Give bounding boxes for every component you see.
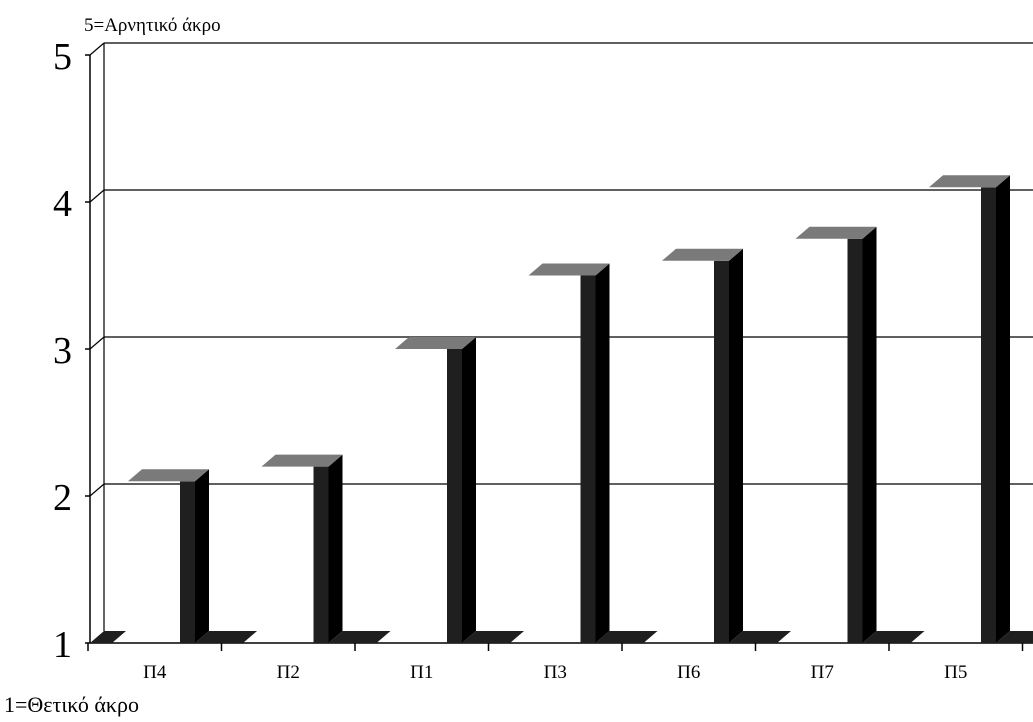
bar-side	[996, 175, 1010, 644]
bar-top	[528, 263, 610, 276]
origin-base	[90, 631, 126, 643]
bar-base	[195, 631, 257, 643]
bar-side	[462, 337, 476, 643]
bar-side	[862, 226, 877, 643]
top-note: 5=Αρνητικό άκρο	[84, 15, 221, 36]
x-tick-label: Π5	[944, 662, 967, 683]
bar	[847, 238, 863, 643]
x-tick-label: Π7	[811, 662, 834, 683]
bar	[981, 187, 996, 644]
y-tick-label: 2	[53, 477, 72, 519]
bar-base	[462, 631, 524, 643]
x-tick-label: Π3	[544, 662, 567, 683]
bar-top	[795, 226, 877, 239]
bar-base	[996, 631, 1033, 643]
bars	[90, 175, 1033, 644]
labels: 1 2 3 4 5 Π4 Π2 Π1 Π3 Π6 Π7 Π5	[53, 36, 967, 683]
bar-side	[195, 469, 209, 643]
gridline-side	[89, 336, 105, 350]
x-tick-label: Π2	[277, 662, 300, 683]
y-tick-label: 3	[53, 330, 72, 372]
bar-top	[662, 248, 743, 261]
y-tick-label: 4	[53, 183, 72, 225]
bar-side	[328, 454, 343, 643]
x-tick-label: Π4	[143, 662, 167, 683]
gridline-side	[89, 483, 105, 497]
y-tick-label: 1	[53, 624, 72, 666]
bar-top	[261, 454, 343, 467]
bar-base	[862, 631, 925, 643]
bar	[714, 260, 729, 643]
bar	[180, 481, 195, 643]
bar-top	[929, 175, 1010, 188]
bar-base	[328, 631, 391, 643]
bar	[313, 466, 329, 643]
bar-base	[729, 631, 791, 643]
x-tick-label: Π1	[410, 662, 433, 683]
axes	[85, 43, 1033, 651]
bottom-note: 1=Θετικό άκρο	[4, 692, 139, 717]
y-tick-label: 5	[53, 36, 72, 78]
bar-top	[395, 337, 476, 349]
gridline-side	[89, 42, 105, 56]
bar	[447, 349, 462, 643]
x-tick-label: Π6	[677, 662, 700, 683]
bar	[580, 275, 596, 643]
bar-side	[595, 263, 610, 643]
gridline-side	[89, 189, 105, 203]
bar-side	[729, 248, 743, 644]
gridlines	[89, 42, 1033, 497]
bar-top	[128, 469, 209, 482]
bar-base	[595, 631, 658, 643]
